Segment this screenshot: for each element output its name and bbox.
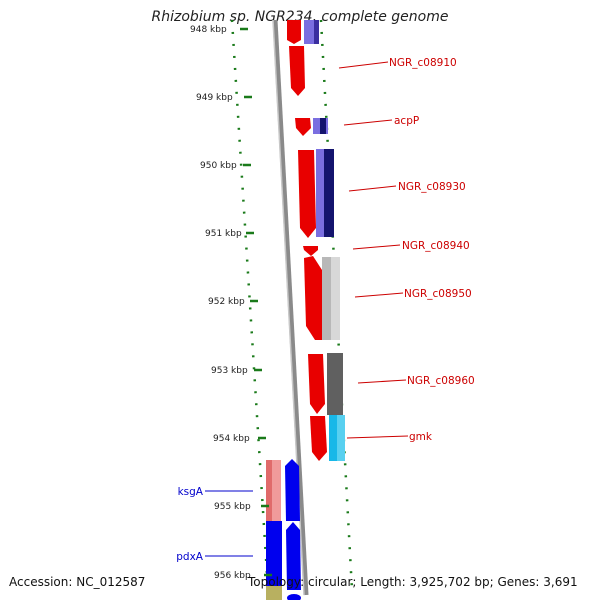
- gene-leader-line: [338, 61, 389, 69]
- gene-label-NGR_c08930[interactable]: NGR_c08930: [398, 181, 466, 193]
- gene-arrow-NGR_c08910[interactable]: [287, 20, 301, 44]
- feature-bar-08960: [327, 353, 343, 415]
- topology-text: Topology: circular; Length: 3,925,702 bp…: [248, 575, 578, 589]
- gene-label-pdxA[interactable]: pdxA: [176, 551, 204, 563]
- axis-tick-label: 948 kbp: [190, 25, 227, 35]
- gene-label-gmk[interactable]: gmk: [409, 431, 433, 443]
- sequence-backbone: [272, 19, 309, 596]
- gene-leader-line: [354, 292, 404, 298]
- gene-label-NGR_c08910[interactable]: NGR_c08910: [389, 57, 457, 69]
- gene-arrow-gmk[interactable]: [310, 416, 327, 461]
- gene-arrow-NGR_c08960[interactable]: [308, 354, 325, 414]
- axis-tick-label: 953 kbp: [211, 366, 248, 376]
- gene-labels: NGR_c08910 acpP NGR_c08930 NGR_c08940 NGR_c0…: [176, 57, 474, 563]
- gene-arrow-NGR_c08930[interactable]: [298, 150, 316, 238]
- feature-bar-08930: [316, 149, 326, 237]
- gene-label-acpP[interactable]: acpP: [394, 115, 419, 127]
- axis-tick-label: 949 kbp: [196, 93, 233, 103]
- map-title: Rhizobium sp. NGR234, complete genome: [151, 9, 449, 25]
- axis-tick-label: 952 kbp: [208, 297, 245, 307]
- gene-leader-line: [357, 379, 407, 384]
- gene-arrow-bottom: [287, 594, 301, 600]
- feature-bar-08930-dark: [324, 149, 334, 237]
- gene-label-ksgA[interactable]: ksgA: [178, 486, 204, 498]
- gene-label-NGR_c08960[interactable]: NGR_c08960: [407, 375, 475, 387]
- feature-bar-gmk-light: [337, 415, 345, 461]
- gene-label-NGR_c08940[interactable]: NGR_c08940: [402, 240, 470, 252]
- gene-leader-line: [348, 185, 397, 192]
- axis-tick-label: 956 kbp: [214, 571, 251, 581]
- feature-bar-ksgA-light: [272, 460, 281, 521]
- feature-bar-pdxA: [266, 521, 282, 591]
- axis-tick-label: 955 kbp: [214, 502, 251, 512]
- gene-arrow-acpP[interactable]: [295, 118, 311, 136]
- feature-bar-acpP-dark: [320, 118, 326, 134]
- gene-leader-line: [343, 119, 393, 126]
- gene-arrow-pdxA[interactable]: [286, 522, 301, 590]
- gene-label-NGR_c08950[interactable]: NGR_c08950: [404, 288, 472, 300]
- axis-ticks: 948 kbp 949 kbp 950 kbp 951 kbp 952 kbp 953 k…: [190, 25, 272, 581]
- accession-text: Accession: NC_012587: [9, 575, 146, 589]
- gene-arrow-NGR_c08910-b[interactable]: [289, 46, 305, 96]
- gene-arrow-NGR_c08940[interactable]: [303, 246, 318, 256]
- feature-bar-08950-light: [331, 257, 340, 340]
- gene-leader-line: [346, 435, 409, 439]
- gene-leader-line: [352, 244, 401, 250]
- gene-arrow-ksgA[interactable]: [285, 459, 300, 521]
- gene-arrow-NGR_c08950[interactable]: [304, 256, 323, 340]
- feature-bar-top-dark: [314, 20, 319, 44]
- axis-tick-label: 951 kbp: [205, 229, 242, 239]
- axis-tick-label: 954 kbp: [213, 434, 250, 444]
- axis-tick-label: 950 kbp: [200, 161, 237, 171]
- feature-bar-bottom: [266, 586, 282, 600]
